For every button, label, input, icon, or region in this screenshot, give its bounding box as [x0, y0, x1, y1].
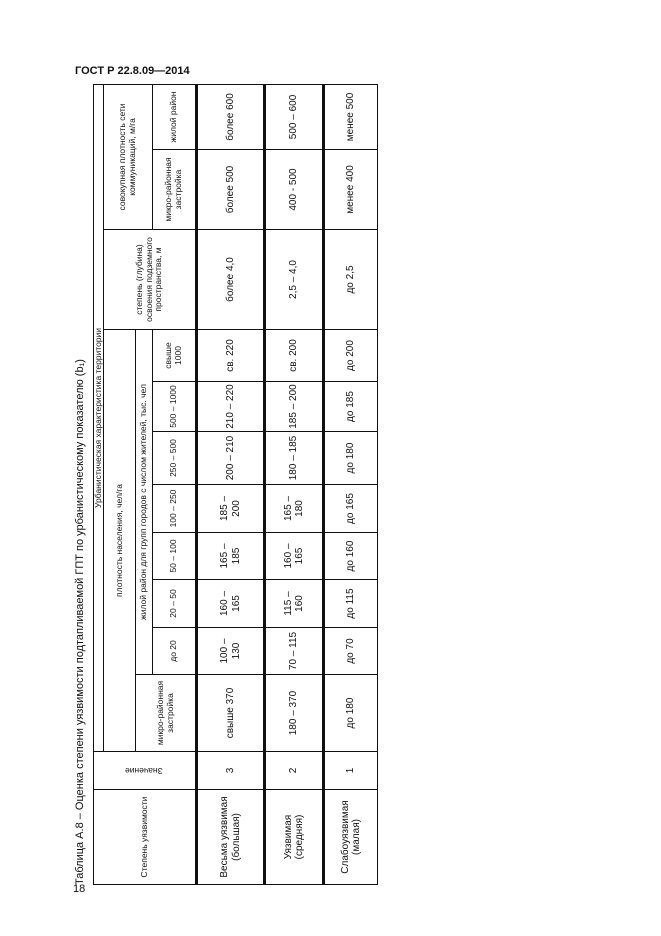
page-number: 18 — [73, 883, 86, 895]
table-cell: 180 – 185 — [264, 431, 324, 485]
header-residential: жилой район для групп городов с числом ж… — [135, 329, 153, 675]
table-cell: 200 – 210 — [196, 431, 265, 485]
table-row: Уязвимая (средняя) 2 180 – 370 70 – 115 115 … — [264, 84, 324, 885]
table-caption: Таблица А.8 – Оценка степени уязвимости … — [74, 359, 86, 885]
table-cell: более 4,0 — [196, 229, 265, 330]
table-cell: 70 – 115 — [264, 627, 324, 675]
table-cell: 165 – 185 — [196, 532, 265, 580]
table-row: Слабоуязвимая (малая) 1 до 180 до 70 до 115 д… — [323, 84, 378, 885]
rotated-table-block: Таблица А.8 – Оценка степени уязвимости … — [68, 83, 378, 885]
header-city-group: 500 – 1000 — [152, 381, 197, 432]
header-value-label: Значение — [124, 766, 163, 776]
table-cell: более 500 — [196, 149, 265, 230]
header-underground: степень (глубина) освоения подземного пр… — [103, 229, 197, 330]
table-cell: 1 — [323, 751, 378, 790]
header-city-group: до 20 — [152, 627, 197, 675]
header-city-group: 20 – 50 — [152, 579, 197, 628]
table-cell: Весьма уязвимая (большая) — [196, 789, 265, 885]
table-cell: 3 — [196, 751, 265, 790]
table-cell: до 160 — [323, 532, 378, 580]
table-cell: 400 - 500 — [264, 149, 324, 230]
table-cell: свыше 370 — [196, 674, 265, 752]
table-cell: 115 – 160 — [264, 579, 324, 628]
table-cell: до 165 — [323, 484, 378, 533]
table-cell: 160 – 165 — [196, 579, 265, 628]
table-cell: 185 – 200 — [196, 484, 265, 533]
table-cell: 180 – 370 — [264, 674, 324, 752]
table-cell: Уязвимая (средняя) — [264, 789, 324, 885]
table-cell: до 185 — [323, 381, 378, 432]
header-degree: Степень уязвимости — [93, 789, 197, 885]
header-value: Значение — [93, 751, 197, 790]
table-cell: 210 – 220 — [196, 381, 265, 432]
table-cell: до 2,5 — [323, 229, 378, 330]
header-net-residential: жилой район — [152, 84, 197, 150]
vulnerability-table: Степень уязвимости Значение Урбанистичес… — [93, 83, 378, 885]
table-cell: менее 400 — [323, 149, 378, 230]
table-row: Весьма уязвимая (большая) 3 свыше 370 100 –… — [196, 84, 265, 885]
table-cell: 2,5 – 4,0 — [264, 229, 324, 330]
table-cell: 160 – 165 — [264, 532, 324, 580]
header-city-group: 250 – 500 — [152, 431, 197, 485]
table-cell: 165 – 180 — [264, 484, 324, 533]
table-cell: до 70 — [323, 627, 378, 675]
header-net-micro: микро-районная застройка — [152, 149, 197, 230]
table-cell: до 180 — [323, 431, 378, 485]
table-cell: 500 – 600 — [264, 84, 324, 150]
table-cell: 2 — [264, 751, 324, 790]
table-cell: более 600 — [196, 84, 265, 150]
table-cell: 100 – 130 — [196, 627, 265, 675]
header-urban: Урбанистическая характеристика территори… — [93, 84, 104, 752]
header-city-group: 100 – 250 — [152, 484, 197, 533]
header-city-group: свыше 1000 — [152, 329, 197, 382]
table-cell: 185 – 200 — [264, 381, 324, 432]
table-cell: св. 220 — [196, 329, 265, 382]
header-city-group: 50 – 100 — [152, 532, 197, 580]
header-density: плотность населения, чел/га — [103, 329, 136, 752]
table-cell: до 115 — [323, 579, 378, 628]
header-network: совокупная плотность сети коммуникаций, … — [103, 84, 153, 230]
table-cell: менее 500 — [323, 84, 378, 150]
table-cell: до 200 — [323, 329, 378, 382]
table-cell: до 180 — [323, 674, 378, 752]
header-micro: микро-районная застройка — [135, 674, 197, 752]
document-code: ГОСТ Р 22.8.09—2014 — [75, 65, 190, 77]
table-cell: св. 200 — [264, 329, 324, 382]
table-cell: Слабоуязвимая (малая) — [323, 789, 378, 885]
